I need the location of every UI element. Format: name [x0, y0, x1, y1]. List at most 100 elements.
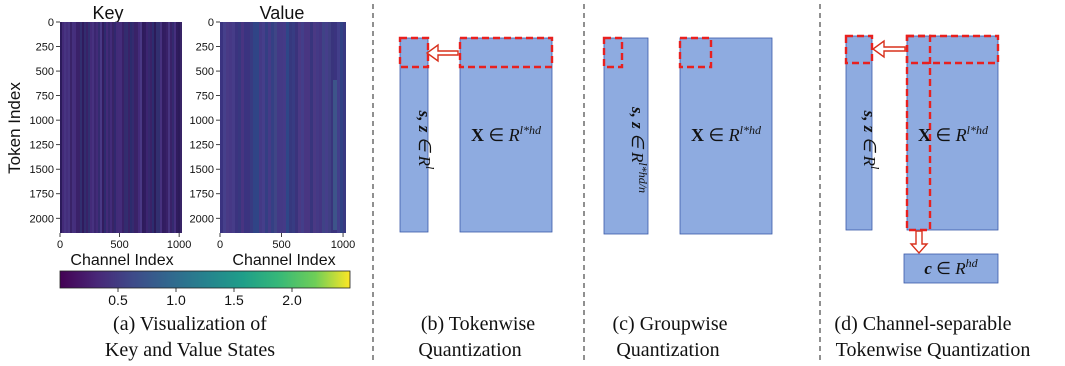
- heatmap-column: [232, 22, 235, 233]
- heatmap-column: [166, 22, 168, 233]
- heatmap-column: [244, 22, 247, 233]
- token-highlight-big-b: [458, 36, 554, 69]
- heatmap-column: [84, 22, 86, 233]
- scale-zero-bar-d: [845, 35, 873, 231]
- heatmap-column: [292, 22, 295, 233]
- heatmap-column: [343, 22, 346, 233]
- heatmap-column: [180, 22, 182, 233]
- heatmap-column: [274, 22, 277, 233]
- heatmap-column: [164, 22, 166, 233]
- caption-a-line2: Key and Value States: [105, 339, 275, 361]
- heatmap-column: [247, 22, 250, 233]
- y-tick-label: 500: [36, 66, 54, 78]
- heatmap-column: [277, 22, 280, 233]
- heatmap-column: [280, 22, 283, 233]
- heatmap-column: [72, 22, 74, 233]
- heatmap-column: [116, 22, 118, 233]
- colorbar-tick-label: 0.5: [108, 292, 128, 308]
- heatmap-column: [78, 22, 80, 233]
- y-tick-label: 250: [196, 42, 214, 54]
- heatmap-column: [298, 22, 301, 233]
- heatmap-column: [229, 22, 232, 233]
- heatmap-column: [92, 22, 94, 233]
- heatmap-column: [102, 22, 104, 233]
- y-tick-label: 1000: [30, 115, 54, 127]
- heatmap-column: [337, 22, 340, 233]
- heatmap-column: [174, 22, 176, 233]
- value-heatmap-stripes: [220, 22, 346, 233]
- heatmap-column: [62, 22, 64, 233]
- heatmap-column: [114, 22, 116, 233]
- heatmap-column: [286, 22, 289, 233]
- y-tick-label: 1500: [190, 164, 214, 176]
- x-tick-label: 500: [272, 239, 290, 251]
- y-tick-label: 1250: [30, 140, 54, 152]
- scale-zero-label-d: s, z ∈ Rl: [860, 110, 882, 170]
- token-highlight-small-b: [398, 36, 430, 69]
- heatmap-column: [223, 22, 226, 233]
- x-tick-label: 0: [217, 239, 223, 251]
- caption-b-line1: (b) Tokenwise: [421, 313, 535, 335]
- heatmap-column: [94, 22, 96, 233]
- heatmap-column: [241, 22, 244, 233]
- y-tick-label: 750: [196, 91, 214, 103]
- y-tick-label: 2000: [190, 213, 214, 225]
- heatmap-column: [60, 22, 62, 233]
- heatmap-column: [152, 22, 154, 233]
- caption-b-line2: Quantization: [418, 339, 521, 361]
- key-y-ticks: 0 250 500 750 1000 1250 1500 1750 2000: [30, 17, 60, 225]
- y-tick-label: 2000: [30, 213, 54, 225]
- channel-highlight-d: [905, 34, 932, 232]
- arrow-left-b: [425, 43, 459, 63]
- heatmap-column: [90, 22, 92, 233]
- x-tick-label: 500: [110, 239, 128, 251]
- panel-c: s, z ∈ Rl*hd/n X ∈ Rl*hd (c) Groupwise Q…: [602, 36, 773, 361]
- heatmap-column: [96, 22, 98, 233]
- value-channel-axis-label: Channel Index: [232, 252, 335, 269]
- heatmap-column: [100, 22, 102, 233]
- scale-zero-bar-b: [399, 37, 429, 233]
- heatmap-column: [112, 22, 114, 233]
- colorbar-tick-label: 1.0: [166, 292, 186, 308]
- heatmap-column: [253, 22, 256, 233]
- y-tick-label: 1000: [190, 115, 214, 127]
- y-tick-label: 1500: [30, 164, 54, 176]
- heatmap-column: [120, 22, 122, 233]
- heatmap-column: [316, 22, 319, 233]
- heatmap-column: [104, 22, 106, 233]
- y-tick-label: 1750: [30, 189, 54, 201]
- scale-zero-bar-c: [603, 37, 649, 235]
- panel-d: s, z ∈ Rl X ∈ Rl*hd c ∈ Rhd (d) Channel-…: [834, 34, 1030, 361]
- heatmap-column: [304, 22, 307, 233]
- heatmap-column: [126, 22, 128, 233]
- heatmap-column: [70, 22, 72, 233]
- heatmap-column: [108, 22, 110, 233]
- heatmap-column: [328, 22, 331, 233]
- group-highlight-small-c: [602, 36, 624, 69]
- heatmap-column: [259, 22, 262, 233]
- heatmap-column: [271, 22, 274, 233]
- token-axis-label: Token Index: [5, 82, 24, 174]
- heatmap-column: [289, 22, 292, 233]
- value-heatmap-title: Value: [260, 3, 305, 23]
- value-y-ticks: 0 250 500 750 1000 1250 1500 1750 2000: [190, 17, 220, 225]
- heatmap-column: [140, 22, 142, 233]
- heatmap-column: [146, 22, 148, 233]
- heatmap-column: [110, 22, 112, 233]
- y-tick-label: 500: [196, 66, 214, 78]
- heatmap-column: [64, 22, 66, 233]
- heatmap-column: [98, 22, 100, 233]
- caption-c-line1: (c) Groupwise: [613, 313, 728, 335]
- heatmap-column: [168, 22, 170, 233]
- x-tick-label: 0: [57, 239, 63, 251]
- heatmap-column: [172, 22, 174, 233]
- caption-a-line1: (a) Visualization of: [113, 313, 267, 335]
- heatmap-column: [307, 22, 310, 233]
- y-tick-label: 1250: [190, 140, 214, 152]
- heatmap-column: [154, 22, 156, 233]
- heatmap-column: [325, 22, 328, 233]
- heatmap-column: [138, 22, 140, 233]
- heatmap-column: [66, 22, 68, 233]
- heatmap-column: [136, 22, 138, 233]
